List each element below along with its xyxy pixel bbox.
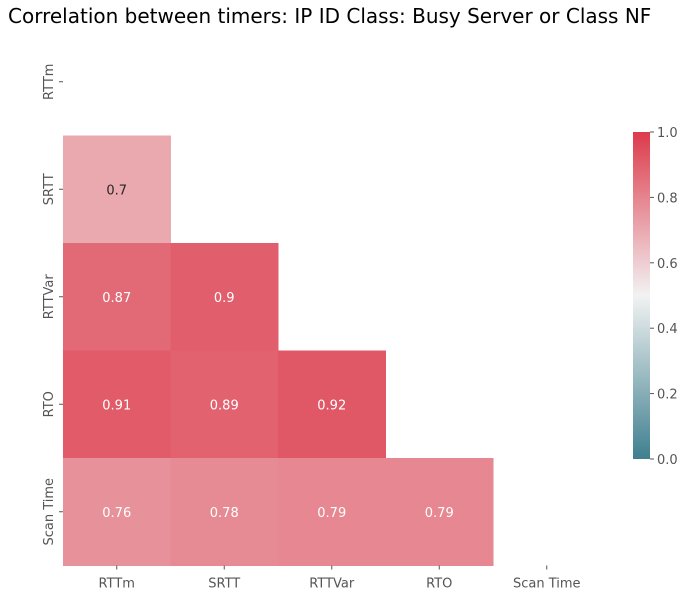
- heatmap-value-label: 0.76: [102, 506, 131, 521]
- chart-title: Correlation between timers: IP ID Class:…: [8, 4, 651, 28]
- y-tick-label: RTTm: [42, 64, 57, 100]
- x-tick-label: RTTm: [99, 577, 135, 591]
- x-axis-tick-labels: RTTm SRTT RTTVar RTO Scan Time: [99, 565, 581, 591]
- heatmap-cell-rttvar-rttm: [63, 243, 171, 351]
- colorbar-tick-label: 0.0: [657, 453, 678, 468]
- colorbar-gradient: [633, 132, 650, 459]
- heatmap-cell-scan-time-rto: [385, 458, 494, 566]
- y-tick-label: RTO: [42, 391, 57, 417]
- heatmap-value-label: 0.91: [102, 398, 131, 413]
- heatmap-cell-scan-time-rttvar: [278, 458, 386, 566]
- colorbar-tick-label: 0.6: [657, 257, 678, 272]
- heatmap-cell-rto-rttvar: [278, 350, 386, 459]
- y-tick-label: RTTVar: [42, 274, 57, 320]
- x-tick-label: SRTT: [208, 577, 240, 591]
- heatmap-value-label: 0.9: [214, 291, 235, 306]
- heatmap-value-label: 0.89: [210, 398, 239, 413]
- heatmap-value-label: 0.87: [102, 291, 131, 306]
- heatmap-value-label: 0.92: [317, 398, 346, 413]
- colorbar-tick-label: 0.2: [657, 388, 678, 403]
- heatmap-value-label: 0.79: [317, 506, 346, 521]
- y-tick-label: Scan Time: [42, 478, 57, 546]
- colorbar-tick-label: 1.0: [657, 126, 678, 141]
- x-tick-label: Scan Time: [513, 577, 581, 591]
- heatmap-cell-rto-srtt: [170, 350, 279, 459]
- heatmap-cell-rto-rttm: [63, 350, 171, 459]
- heatmap-cell-srtt-rttm: [63, 135, 171, 244]
- colorbar-tick-label: 0.4: [657, 322, 678, 337]
- x-tick-label: RTTVar: [309, 577, 355, 591]
- y-tick-label: SRTT: [42, 173, 57, 205]
- colorbar: 0.0 0.2 0.4 0.6 0.8 1.0: [633, 126, 678, 468]
- colorbar-tick-label: 0.8: [657, 191, 678, 206]
- heatmap-cell-scan-time-rttm: [63, 458, 171, 566]
- y-axis-tick-labels: RTTm SRTT RTTVar RTO Scan Time: [42, 64, 63, 546]
- heatmap-value-label: 0.78: [210, 506, 239, 521]
- heatmap-value-label: 0.79: [425, 506, 454, 521]
- heatmap-cell-scan-time-srtt: [170, 458, 279, 566]
- heatmap-value-label: 0.7: [106, 183, 127, 198]
- heatmap-cell-rttvar-srtt: [170, 243, 279, 351]
- x-tick-label: RTO: [426, 577, 452, 591]
- heatmap: 0.7 0.87 0.9 0.91 0.89 0.92 0.76 0.78 0.79 0.79: [63, 135, 494, 566]
